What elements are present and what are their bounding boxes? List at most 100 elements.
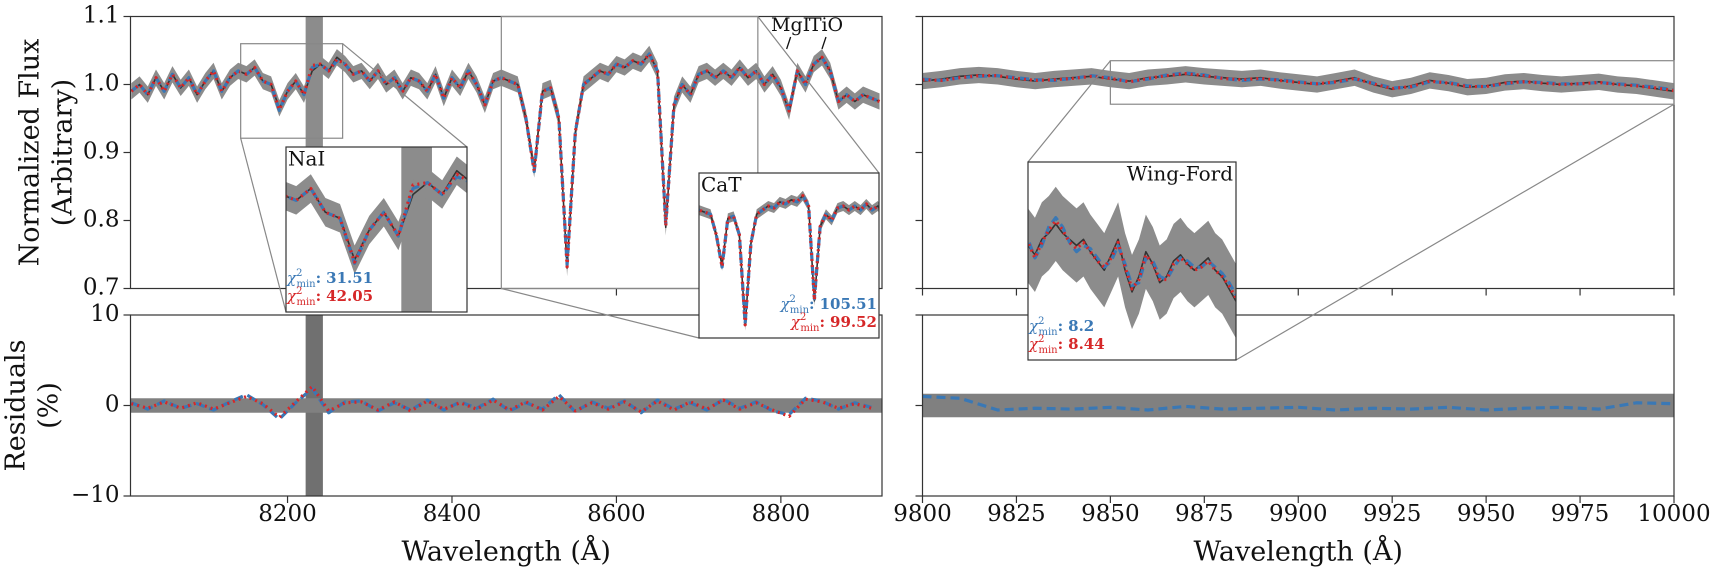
error-band (699, 190, 879, 331)
zoom-connector (240, 138, 287, 313)
chi-superscript: 2 (1038, 334, 1044, 345)
x-tick-label: 9875 (1175, 501, 1234, 527)
y-tick-label: 10 (90, 301, 119, 327)
inset-data (1028, 186, 1236, 339)
spectrum-line (699, 194, 879, 327)
chi-subscript: min (790, 305, 810, 316)
chi-symbol: χ (286, 287, 297, 305)
x-tick-label: 10000 (1637, 501, 1710, 527)
x-tick-label: 9825 (987, 501, 1046, 527)
spectrum-line (922, 394, 1674, 412)
inset-title: Wing-Ford (1127, 162, 1233, 186)
inset-frame (698, 172, 880, 339)
chi2-stat: χ2 min: 8.44 (1028, 334, 1105, 356)
inset-data (286, 147, 467, 312)
chi-symbol: χ (790, 313, 801, 331)
chi-subscript: min (1038, 327, 1058, 338)
chi-symbol: χ (779, 295, 790, 313)
chi-symbol: χ (1028, 317, 1039, 335)
spectrum-line (1028, 223, 1236, 302)
zoom-connector (757, 16, 880, 174)
chi-superscript: 2 (296, 268, 302, 279)
stat-value: 99.52 (830, 313, 877, 331)
zoom-region (240, 43, 344, 139)
spectrum-line (922, 72, 1674, 93)
x-tick-label: 8200 (258, 501, 317, 527)
inset-data (699, 190, 879, 331)
x-tick-label: 8800 (752, 501, 811, 527)
stat-separator: : (819, 313, 825, 331)
y-tick-label: 0.7 (83, 275, 120, 301)
error-band (286, 156, 467, 275)
spectrum-line (130, 384, 872, 419)
zoom-connector (1235, 103, 1675, 361)
x-axis-label: Wavelength (Å) (402, 535, 611, 568)
stat-value: 42.05 (326, 287, 373, 305)
x-tick-label: 8400 (423, 501, 482, 527)
stat-separator: : (1058, 317, 1064, 335)
chi-symbol: χ (1028, 335, 1039, 353)
axes-data (130, 315, 882, 496)
zoom-connector (342, 43, 468, 148)
inset-title: CaT (701, 173, 742, 197)
y-axis-label: (%) (34, 382, 65, 429)
annotation-arrow (786, 36, 792, 50)
chi2-stat: χ2 min: 99.52 (790, 312, 877, 334)
line-annotation: MgI (771, 14, 810, 36)
y-tick-label: 0.9 (83, 139, 120, 165)
chi-subscript: min (296, 279, 316, 290)
axes-data (922, 393, 1674, 418)
stat-value: 8.44 (1068, 335, 1105, 353)
inset-title: NaI (288, 147, 325, 171)
inset-frame (1027, 161, 1237, 361)
chi-superscript: 2 (296, 286, 302, 297)
residual-band (922, 393, 1674, 418)
y-tick-label: −10 (71, 482, 120, 508)
stat-value: 8.2 (1068, 317, 1094, 335)
line-annotation: TiO (809, 14, 843, 36)
chi2-stat: χ2 min: 42.05 (286, 286, 373, 308)
stat-separator: : (316, 287, 322, 305)
chi-subscript: min (296, 297, 316, 308)
chi-superscript: 2 (800, 312, 806, 323)
chi-superscript: 2 (1038, 316, 1044, 327)
x-tick-label: 9900 (1269, 501, 1328, 527)
y-axis-label: Normalized Flux (15, 39, 46, 267)
chi2-stat: χ2 min: 105.51 (779, 294, 877, 316)
spectrum-line (286, 175, 467, 265)
x-tick-label: 9850 (1081, 501, 1140, 527)
chi-subscript: min (800, 323, 820, 334)
y-tick-label: 0.8 (83, 207, 120, 233)
spectrum-line (1028, 216, 1236, 296)
zoom-connector (501, 287, 700, 339)
stat-separator: : (316, 269, 322, 287)
chi-superscript: 2 (790, 294, 796, 305)
chi2-stat: χ2 min: 31.51 (286, 268, 373, 290)
error-band (1028, 186, 1236, 339)
y-axis-label: (Arbitrary) (48, 79, 79, 226)
y-axis-label: Residuals (1, 339, 32, 471)
zoom-region (1109, 60, 1675, 105)
x-tick-label: 9925 (1363, 501, 1422, 527)
y-tick-label: 0 (105, 392, 120, 418)
y-tick-label: 1.1 (83, 3, 120, 29)
x-axis-label: Wavelength (Å) (1194, 535, 1403, 568)
x-tick-label: 8600 (587, 501, 646, 527)
stat-separator: : (1058, 335, 1064, 353)
stat-separator: : (809, 295, 815, 313)
chi2-stat: χ2 min: 8.2 (1028, 316, 1094, 338)
annotation-arrow (821, 36, 827, 50)
spectrum-line (130, 52, 881, 269)
y-tick-label: 1.0 (83, 71, 120, 97)
x-tick-label: 9975 (1551, 501, 1610, 527)
inset-frame (285, 146, 468, 313)
chi-symbol: χ (286, 269, 297, 287)
zoom-region (500, 15, 759, 290)
x-tick-label: 9950 (1457, 501, 1516, 527)
zoom-connector (1027, 60, 1111, 163)
chi-subscript: min (1038, 345, 1058, 356)
x-tick-label: 9800 (893, 501, 952, 527)
stat-value: 105.51 (820, 295, 877, 313)
stat-value: 31.51 (326, 269, 373, 287)
